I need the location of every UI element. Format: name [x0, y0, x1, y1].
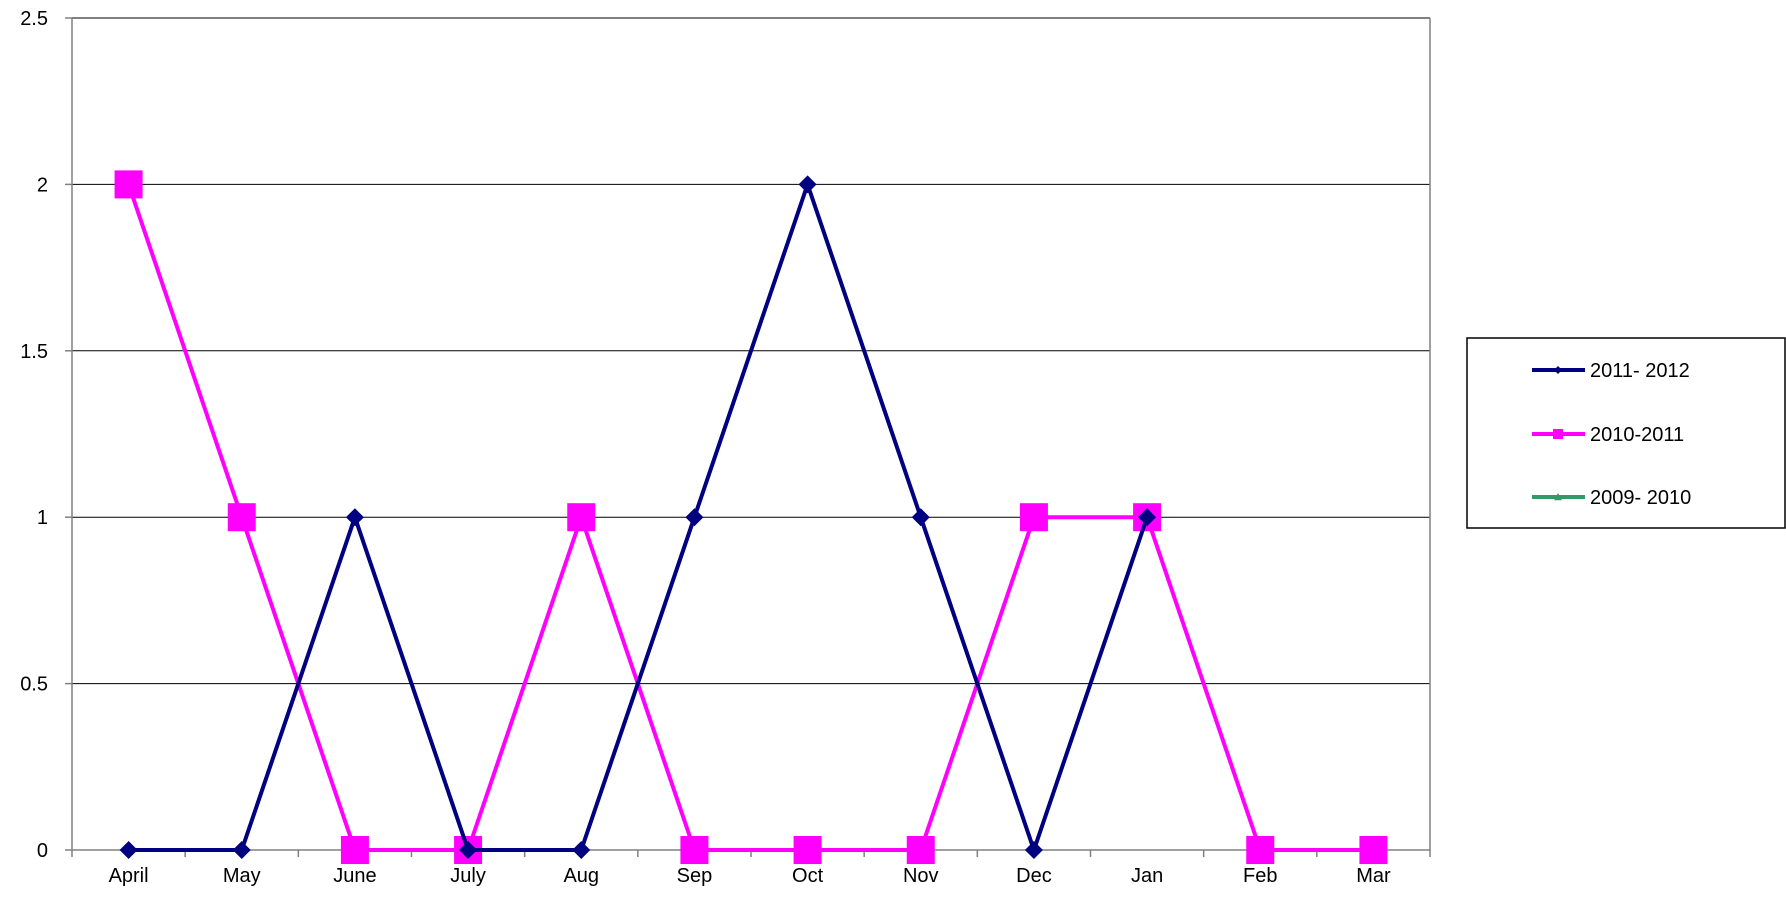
series-line	[126, 183, 1374, 852]
x-tick-label: Jan	[1131, 865, 1163, 887]
x-tick-label: Dec	[1016, 865, 1052, 887]
legend-swatch-marker	[1553, 429, 1563, 439]
legend: 2011- 2012 2010-2011 2009- 2010	[1466, 337, 1786, 529]
x-tick-label: July	[450, 865, 486, 887]
x-tick-label: Sep	[677, 865, 713, 887]
y-tick-label: 0	[37, 840, 48, 862]
series-layer	[114, 170, 1388, 864]
data-point	[906, 836, 935, 864]
data-point	[1019, 503, 1048, 532]
x-tick-label: Oct	[792, 865, 824, 887]
data-point	[680, 836, 709, 864]
x-tick-label: June	[333, 865, 376, 887]
series-diamond	[119, 175, 1157, 859]
data-point	[1246, 836, 1275, 864]
legend-label: 2011- 2012	[1590, 360, 1690, 382]
gridlines	[72, 17, 1430, 851]
legend-item: 2010-2011	[1532, 424, 1684, 446]
data-point	[567, 503, 596, 532]
x-axis-ticks: April May June July Aug Sep Oct Nov Dec Jan Feb Mar	[71, 850, 1431, 887]
legend-item: 2009- 2010	[1532, 487, 1691, 509]
legend-label: 2009- 2010	[1590, 487, 1691, 509]
y-axis-ticks: 0 0.5 1 1.5 2 2.5	[20, 8, 72, 862]
legend-swatch-marker	[1554, 366, 1562, 374]
data-point	[340, 836, 369, 864]
legend-box	[1466, 337, 1786, 529]
data-point	[345, 508, 364, 527]
data-point	[793, 836, 822, 864]
data-point	[1138, 508, 1157, 527]
legend-swatch-marker	[1554, 493, 1562, 501]
data-point	[114, 170, 143, 199]
data-point	[232, 841, 251, 859]
series-square	[114, 170, 1388, 864]
x-tick-label: May	[223, 865, 261, 887]
data-point	[911, 508, 930, 527]
data-point	[459, 841, 478, 859]
x-tick-label: Mar	[1356, 865, 1391, 887]
data-point	[1024, 841, 1043, 859]
series-line	[128, 178, 1149, 857]
x-tick-label: Aug	[563, 865, 599, 887]
data-point	[227, 503, 256, 532]
axes	[71, 18, 1431, 851]
y-tick-label: 1	[37, 507, 48, 529]
legend-item: 2011- 2012	[1532, 360, 1690, 382]
data-point	[685, 508, 704, 527]
y-tick-label: 2	[37, 174, 48, 196]
x-tick-label: April	[109, 865, 149, 887]
y-tick-label: 1.5	[20, 341, 48, 363]
y-tick-label: 0.5	[20, 674, 48, 696]
data-point	[798, 175, 817, 194]
x-tick-label: Feb	[1243, 865, 1277, 887]
data-point	[119, 841, 138, 859]
data-point	[1359, 836, 1388, 864]
y-tick-label: 2.5	[20, 8, 48, 30]
legend-label: 2010-2011	[1590, 424, 1684, 446]
x-tick-label: Nov	[903, 865, 939, 887]
data-point	[572, 841, 591, 859]
